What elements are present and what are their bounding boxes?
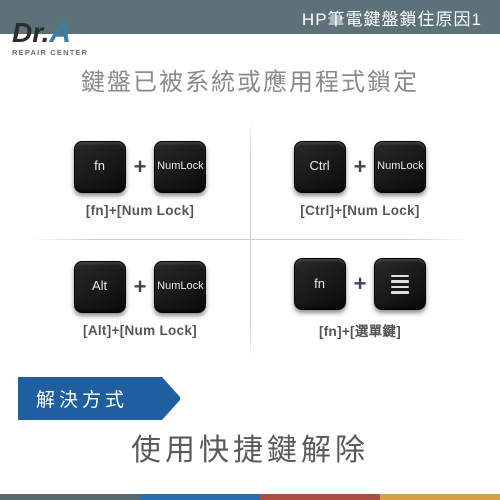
combo-caption: [Ctrl]+[Num Lock] <box>300 203 419 218</box>
key-combo: Ctrl + NumLock <box>294 141 427 193</box>
numlock-key: NumLock <box>154 141 206 193</box>
alt-key: Alt <box>74 261 126 313</box>
shortcut-cell: Ctrl + NumLock [Ctrl]+[Num Lock] <box>250 119 470 239</box>
plus-icon: + <box>134 274 147 300</box>
shortcut-cell: fn + [fn]+[選單鍵] <box>250 239 470 359</box>
key-combo: fn + <box>294 258 427 310</box>
solution-ribbon: 解決方式 <box>18 377 162 420</box>
plus-icon: + <box>354 154 367 180</box>
ctrl-key: Ctrl <box>294 141 346 193</box>
plus-icon: + <box>354 271 367 297</box>
shortcut-cell: fn + NumLock [fn]+[Num Lock] <box>30 119 250 239</box>
shortcut-grid: fn + NumLock [fn]+[Num Lock] Ctrl + NumL… <box>30 119 470 359</box>
menu-key <box>374 258 426 310</box>
numlock-key: NumLock <box>374 141 426 193</box>
ribbon-label: 解決方式 <box>18 377 162 420</box>
fn-key: fn <box>294 258 346 310</box>
key-combo: fn + NumLock <box>74 141 207 193</box>
logo-accent: A <box>49 16 71 49</box>
shortcut-cell: Alt + NumLock [Alt]+[Num Lock] <box>30 239 250 359</box>
page-title: 鍵盤已被系統或應用程式鎖定 <box>0 62 500 97</box>
menu-icon <box>391 272 409 297</box>
plus-icon: + <box>134 154 147 180</box>
infographic-card: HP筆電鍵盤鎖住原因1 Dr.A REPAIR CENTER 鍵盤已被系統或應用… <box>0 0 500 500</box>
footer-text: 使用快捷鍵解除 <box>0 425 500 487</box>
fn-key: fn <box>74 141 126 193</box>
topbar-title: HP筆電鍵盤鎖住原因1 <box>302 5 482 30</box>
combo-caption: [fn]+[選單鍵] <box>319 320 401 340</box>
key-combo: Alt + NumLock <box>74 261 207 313</box>
numlock-key: NumLock <box>154 261 206 313</box>
footer-color-bars <box>0 494 500 500</box>
combo-caption: [Alt]+[Num Lock] <box>83 323 197 338</box>
logo-text: Dr. <box>12 17 49 48</box>
brand-logo: Dr.A REPAIR CENTER <box>12 18 88 57</box>
combo-caption: [fn]+[Num Lock] <box>86 203 194 218</box>
logo-subtitle: REPAIR CENTER <box>12 49 88 57</box>
